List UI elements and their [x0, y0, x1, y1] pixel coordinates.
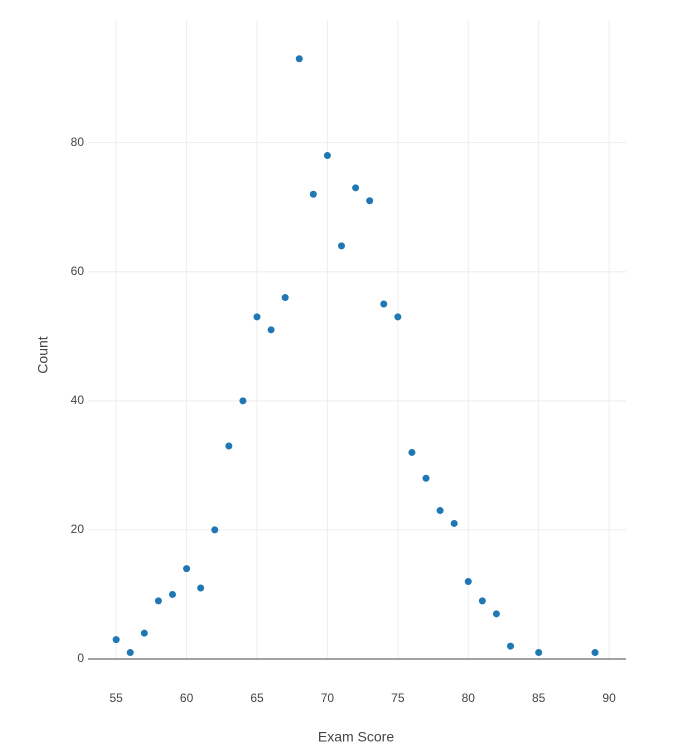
point: [253, 313, 261, 321]
y-axis-title: Count: [35, 336, 51, 373]
x-tick-label: 70: [321, 691, 335, 705]
point: [492, 610, 500, 618]
point: [338, 242, 346, 250]
y-tick-label: 20: [71, 522, 85, 536]
point: [169, 590, 177, 598]
point: [380, 300, 388, 308]
point: [535, 649, 543, 657]
point: [450, 519, 458, 527]
point: [591, 649, 599, 657]
point: [323, 152, 331, 160]
y-tick-label: 0: [77, 651, 84, 665]
point: [408, 448, 416, 456]
point: [436, 507, 444, 515]
point: [295, 55, 303, 63]
point: [478, 597, 486, 605]
x-tick-label: 75: [391, 691, 405, 705]
point: [281, 294, 289, 302]
x-tick-label: 65: [250, 691, 264, 705]
y-tick-label: 40: [71, 393, 85, 407]
point: [507, 642, 515, 650]
y-tick-label: 80: [71, 135, 85, 149]
x-tick-label: 80: [462, 691, 476, 705]
point: [112, 636, 120, 644]
x-tick-label: 90: [602, 691, 616, 705]
point: [197, 584, 205, 592]
point: [225, 442, 233, 450]
point: [309, 190, 317, 198]
point: [366, 197, 374, 205]
x-axis-title: Exam Score: [318, 729, 394, 745]
point: [126, 649, 134, 657]
point: [267, 326, 275, 334]
point: [422, 474, 430, 482]
point: [140, 629, 148, 637]
x-tick-label: 55: [109, 691, 123, 705]
x-tick-label: 85: [532, 691, 546, 705]
point: [239, 397, 247, 405]
point: [352, 184, 360, 192]
point: [154, 597, 162, 605]
point: [464, 578, 472, 586]
point: [211, 526, 219, 534]
point: [183, 565, 191, 573]
y-tick-label: 60: [71, 264, 85, 278]
x-tick-label: 60: [180, 691, 194, 705]
point: [394, 313, 402, 321]
